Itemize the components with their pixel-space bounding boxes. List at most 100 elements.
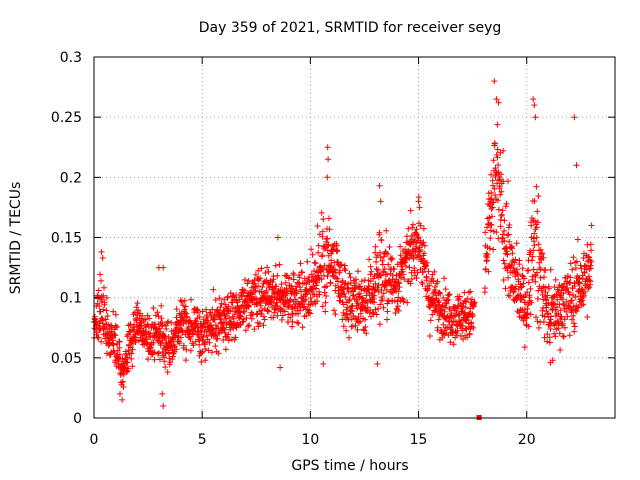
data-point xyxy=(324,174,331,181)
data-point xyxy=(419,242,426,249)
data-point xyxy=(347,274,354,281)
data-point xyxy=(245,303,252,309)
data-point xyxy=(490,182,496,189)
data-point xyxy=(485,268,492,275)
data-point xyxy=(355,314,362,320)
data-point xyxy=(424,259,430,266)
data-point xyxy=(209,306,216,313)
data-point xyxy=(440,330,447,337)
data-point xyxy=(182,309,189,316)
data-point xyxy=(251,295,258,302)
data-point xyxy=(417,246,424,253)
data-point xyxy=(376,182,383,189)
data-point xyxy=(120,384,127,390)
data-point xyxy=(97,271,103,278)
data-point xyxy=(541,313,548,320)
data-point xyxy=(421,250,428,257)
data-point xyxy=(530,96,537,103)
data-point xyxy=(256,320,263,327)
data-point xyxy=(181,297,188,304)
data-point xyxy=(184,313,190,320)
data-point xyxy=(488,222,495,228)
data-point xyxy=(394,298,401,305)
data-point xyxy=(587,278,594,285)
data-point xyxy=(232,334,239,341)
data-point xyxy=(103,307,110,314)
data-point xyxy=(207,309,214,316)
data-point xyxy=(353,276,359,283)
data-point xyxy=(533,314,539,321)
data-point xyxy=(491,78,498,85)
data-point xyxy=(462,304,469,311)
data-point xyxy=(495,162,502,168)
data-point xyxy=(313,282,320,289)
data-point xyxy=(104,313,111,319)
data-point xyxy=(241,309,248,315)
data-point xyxy=(334,247,341,254)
data-point xyxy=(587,265,594,272)
data-point xyxy=(508,244,515,251)
data-point xyxy=(556,330,563,337)
data-point xyxy=(322,308,329,315)
data-point xyxy=(295,320,302,327)
data-point xyxy=(372,280,379,287)
x-tick-label: 0 xyxy=(90,432,99,448)
data-point xyxy=(270,276,277,283)
data-point xyxy=(316,288,322,295)
data-point xyxy=(124,333,131,340)
data-point xyxy=(427,317,434,324)
data-point xyxy=(535,241,542,248)
data-point xyxy=(571,114,578,121)
data-point xyxy=(209,349,215,356)
data-point xyxy=(397,243,404,250)
data-point xyxy=(297,260,304,267)
data-point xyxy=(532,278,539,285)
chart-title: Day 359 of 2021, SRMTID for receiver sey… xyxy=(199,20,502,36)
data-point xyxy=(443,314,450,321)
data-point xyxy=(169,353,176,360)
data-point xyxy=(378,237,385,244)
data-point xyxy=(202,346,209,352)
data-point xyxy=(440,295,447,301)
data-point xyxy=(505,274,512,281)
data-point xyxy=(584,241,591,248)
data-point xyxy=(151,349,158,356)
data-point xyxy=(561,316,568,323)
data-point xyxy=(378,287,385,293)
data-point xyxy=(534,269,540,276)
data-point xyxy=(421,242,428,249)
data-point xyxy=(221,296,228,303)
data-point xyxy=(494,146,501,153)
data-point xyxy=(309,251,316,258)
data-point xyxy=(550,294,557,301)
data-point xyxy=(159,321,166,328)
data-point xyxy=(272,262,279,269)
data-point xyxy=(198,359,205,365)
data-point xyxy=(260,322,267,329)
data-point xyxy=(383,287,390,293)
data-point xyxy=(447,339,454,346)
data-point xyxy=(224,334,231,341)
data-point xyxy=(370,310,377,317)
data-point xyxy=(187,336,194,342)
data-point xyxy=(200,333,207,340)
data-point xyxy=(366,283,373,290)
data-point xyxy=(456,293,463,300)
data-point xyxy=(420,225,427,232)
data-point xyxy=(571,283,578,289)
data-point xyxy=(190,342,197,349)
data-point xyxy=(420,269,426,275)
data-point xyxy=(222,315,229,322)
data-point xyxy=(368,268,375,275)
data-point xyxy=(222,301,229,308)
data-point xyxy=(154,350,161,357)
data-point xyxy=(580,292,587,299)
data-point xyxy=(500,257,507,264)
data-point xyxy=(410,221,416,228)
data-point xyxy=(537,266,544,273)
data-point xyxy=(342,267,349,274)
data-point xyxy=(180,302,186,309)
data-point xyxy=(400,271,407,278)
data-point xyxy=(499,207,506,214)
